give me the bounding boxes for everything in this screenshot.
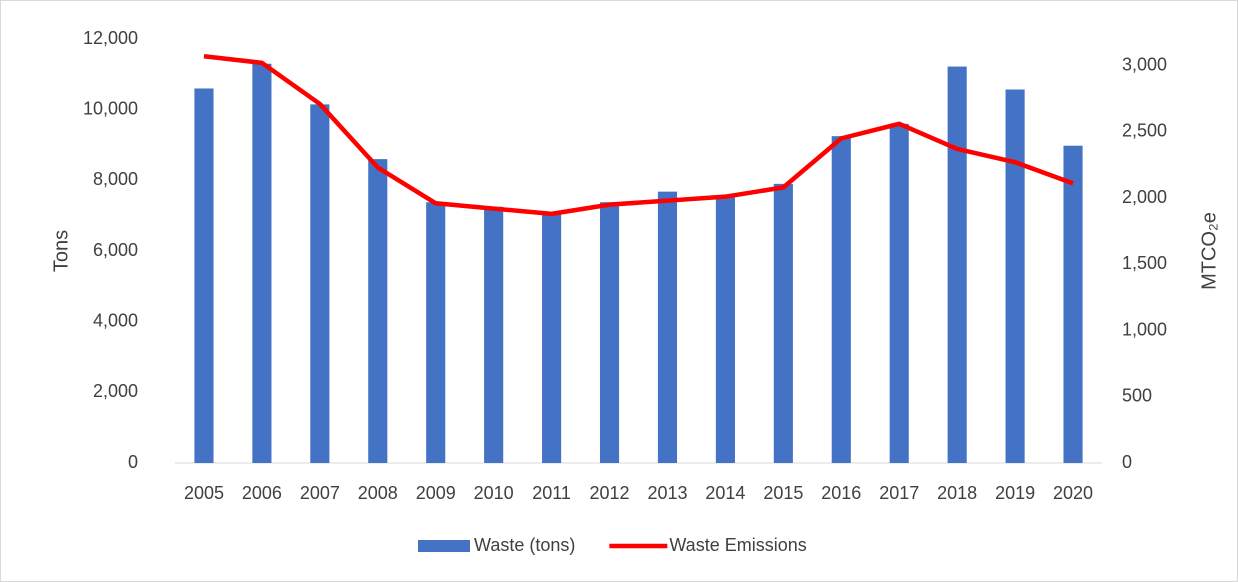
y2-tick-label: 0 bbox=[1122, 452, 1132, 472]
y2-tick-label: 500 bbox=[1122, 386, 1152, 406]
legend-swatch bbox=[418, 540, 470, 552]
x-tick-label: 2007 bbox=[300, 483, 340, 503]
bar bbox=[426, 202, 446, 464]
bar bbox=[1005, 89, 1025, 463]
y-tick-label: 6,000 bbox=[93, 240, 138, 260]
y-tick-label: 8,000 bbox=[93, 169, 138, 189]
x-tick-label: 2017 bbox=[879, 483, 919, 503]
bar bbox=[599, 202, 620, 464]
x-tick-label: 2005 bbox=[184, 483, 224, 503]
x-tick-label: 2019 bbox=[995, 483, 1035, 503]
x-tick-label: 2015 bbox=[763, 483, 803, 503]
legend-label: Waste Emissions bbox=[669, 535, 806, 555]
y2-tick-label: 3,000 bbox=[1122, 54, 1167, 74]
x-tick-label: 2018 bbox=[937, 483, 977, 503]
bar bbox=[194, 88, 214, 463]
x-tick-label: 2020 bbox=[1053, 483, 1093, 503]
y-tick-label: 2,000 bbox=[93, 381, 138, 401]
x-tick-label: 2010 bbox=[474, 483, 514, 503]
line bbox=[203, 53, 1074, 217]
y-tick-label: 10,000 bbox=[83, 98, 138, 118]
bar bbox=[715, 195, 735, 463]
x-tick-label: 2009 bbox=[416, 483, 456, 503]
bar bbox=[542, 212, 562, 463]
x-tick-label: 2008 bbox=[358, 483, 398, 503]
x-tick-label: 2006 bbox=[242, 483, 282, 503]
x-tick-label: 2011 bbox=[532, 483, 571, 503]
x-tick-label: 2014 bbox=[705, 483, 745, 503]
bar bbox=[252, 63, 272, 463]
y-tick-label: 4,000 bbox=[93, 310, 138, 330]
bar bbox=[889, 123, 909, 464]
bar bbox=[368, 159, 388, 463]
bar bbox=[773, 183, 793, 463]
y-tick-label: 0 bbox=[128, 452, 138, 472]
x-tick-label: 2012 bbox=[590, 483, 630, 503]
y-tick-label: 12,000 bbox=[83, 28, 138, 48]
y2-tick-label: 2,500 bbox=[1122, 121, 1167, 141]
bar bbox=[947, 66, 967, 463]
y-axis-title: Tons bbox=[50, 230, 72, 272]
bar bbox=[1063, 145, 1083, 463]
bar bbox=[310, 104, 330, 463]
y2-tick-label: 1,500 bbox=[1122, 253, 1167, 273]
legend-label: Waste (tons) bbox=[474, 535, 575, 555]
x-tick-label: 2016 bbox=[821, 483, 861, 503]
bar bbox=[831, 136, 851, 463]
y2-tick-label: 2,000 bbox=[1122, 187, 1167, 207]
y2-axis-title: MTCO₂e bbox=[1198, 212, 1220, 290]
bar bbox=[484, 206, 504, 464]
bar bbox=[657, 191, 678, 463]
y2-tick-label: 1,000 bbox=[1122, 319, 1167, 339]
x-tick-label: 2013 bbox=[647, 483, 687, 503]
